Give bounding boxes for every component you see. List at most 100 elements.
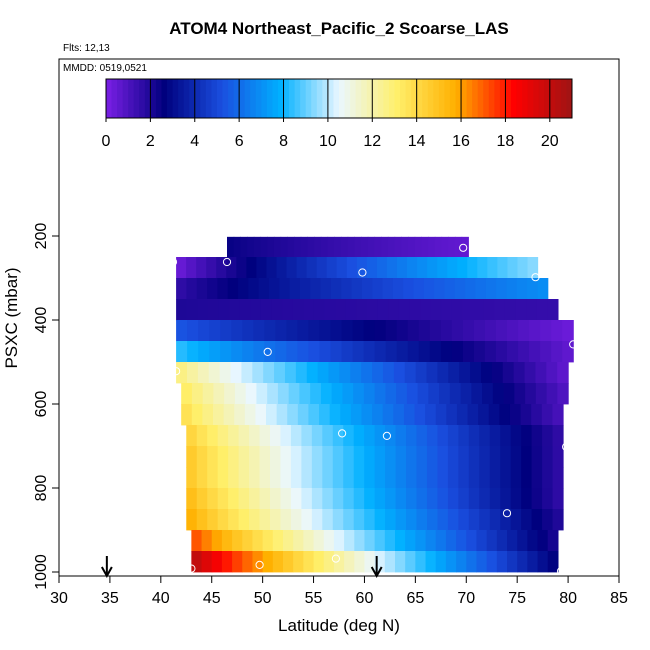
heatmap-cell xyxy=(510,509,522,531)
heatmap-cell xyxy=(299,383,311,405)
heatmap-cell xyxy=(492,383,505,405)
heatmap-cell xyxy=(275,341,287,363)
heatmap-cell xyxy=(507,551,518,573)
heatmap-cell xyxy=(425,551,437,573)
heatmap-cell xyxy=(456,551,467,573)
heatmap-cell xyxy=(186,467,198,489)
heatmap-cell xyxy=(333,551,345,573)
heatmap-cell xyxy=(517,530,528,552)
heatmap-cell xyxy=(417,383,429,405)
heatmap-cell xyxy=(306,362,319,384)
colorbar-swatch xyxy=(106,79,113,118)
heatmap-cell xyxy=(426,425,439,447)
heatmap-cell xyxy=(393,404,405,426)
heatmap-cell xyxy=(458,446,470,468)
colorbar-swatch xyxy=(333,79,340,118)
heatmap-cell xyxy=(448,236,456,259)
heatmap-cell xyxy=(207,509,219,531)
heatmap-cell xyxy=(343,446,355,468)
colorbar-swatch xyxy=(555,79,562,118)
heatmap-cell xyxy=(287,236,295,259)
heatmap-cell xyxy=(395,530,406,552)
heatmap-cell xyxy=(429,320,442,342)
heatmap-cell xyxy=(434,278,446,300)
heatmap-cell xyxy=(217,509,229,531)
heatmap-cell xyxy=(286,257,298,279)
heatmap-cell xyxy=(259,509,271,531)
colorbar-swatch xyxy=(255,79,262,118)
heatmap-cell xyxy=(437,425,449,447)
heatmap-cell xyxy=(301,446,313,468)
heatmap-cell xyxy=(486,530,498,552)
heatmap-cell xyxy=(248,278,260,300)
colorbar-swatch xyxy=(461,79,468,118)
heatmap-cell xyxy=(413,278,425,300)
heatmap-cell xyxy=(280,488,292,510)
heatmap-cell xyxy=(238,488,250,510)
heatmap-cell xyxy=(176,362,188,384)
heatmap-cell xyxy=(467,404,479,426)
heatmap-cell xyxy=(201,530,213,552)
heatmap-cell xyxy=(230,362,243,384)
heatmap-cell xyxy=(352,320,365,342)
heatmap-cell xyxy=(382,362,395,384)
heatmap-cell xyxy=(447,257,458,279)
heatmap-cell xyxy=(316,257,328,279)
heatmap-cell xyxy=(229,299,241,321)
heatmap-cell xyxy=(264,320,276,342)
heatmap-cell xyxy=(441,299,453,321)
heatmap-cell xyxy=(341,278,353,300)
heatmap-cell xyxy=(196,488,208,510)
colorbar-swatch xyxy=(383,79,390,118)
colorbar-swatch xyxy=(244,79,251,118)
heatmap-cell xyxy=(269,467,282,489)
heatmap-cell xyxy=(484,320,497,342)
heatmap-cell xyxy=(479,509,491,531)
heatmap-cell xyxy=(186,488,198,510)
heatmap-cell xyxy=(231,320,243,342)
heatmap-cell xyxy=(562,341,574,363)
colorbar-swatch xyxy=(139,79,146,118)
colorbar xyxy=(105,78,573,119)
heatmap-cell xyxy=(361,278,373,300)
heatmap-cell xyxy=(290,467,302,489)
heatmap-cell xyxy=(228,467,240,489)
heatmap-cell xyxy=(537,551,549,573)
heatmap-cell xyxy=(406,446,418,468)
heatmap-cell xyxy=(323,551,335,573)
heatmap-cell xyxy=(311,509,323,531)
x-tick-label: 40 xyxy=(152,590,170,607)
heatmap-cell xyxy=(333,530,345,552)
heatmap-cell xyxy=(552,488,564,510)
heatmap-cell xyxy=(234,404,246,426)
colorbar-swatch xyxy=(361,79,368,118)
heatmap-cell xyxy=(269,278,280,300)
heatmap-cell xyxy=(416,509,428,531)
heatmap-cell xyxy=(363,383,376,405)
heatmap-cell xyxy=(470,362,482,384)
x-tick-label: 80 xyxy=(559,590,577,607)
colorbar-swatch xyxy=(155,79,162,118)
heatmap-cell xyxy=(500,488,512,510)
colorbar-tick-label: 8 xyxy=(279,133,288,150)
heatmap-cell xyxy=(269,488,282,510)
heatmap-cell xyxy=(374,341,387,363)
heatmap-cell xyxy=(259,488,271,510)
heatmap-cell xyxy=(217,278,229,300)
heatmap-cell xyxy=(451,341,464,363)
heatmap-cell xyxy=(476,530,488,552)
heatmap-cell xyxy=(330,320,343,342)
heatmap-cell xyxy=(319,320,332,342)
heatmap-cell xyxy=(299,278,311,300)
heatmap-cell xyxy=(252,362,264,384)
heatmap-cell xyxy=(308,404,320,426)
y-axis-label: PSXC (mbar) xyxy=(2,267,21,368)
heatmap-cell xyxy=(350,404,363,426)
heatmap-cell xyxy=(527,530,539,552)
heatmap-cell xyxy=(292,299,304,321)
heatmap-cell xyxy=(527,278,538,300)
heatmap-cell xyxy=(404,362,417,384)
heatmap-cell xyxy=(233,236,241,259)
heatmap-cell xyxy=(388,299,400,321)
heatmap-cell xyxy=(372,404,384,426)
